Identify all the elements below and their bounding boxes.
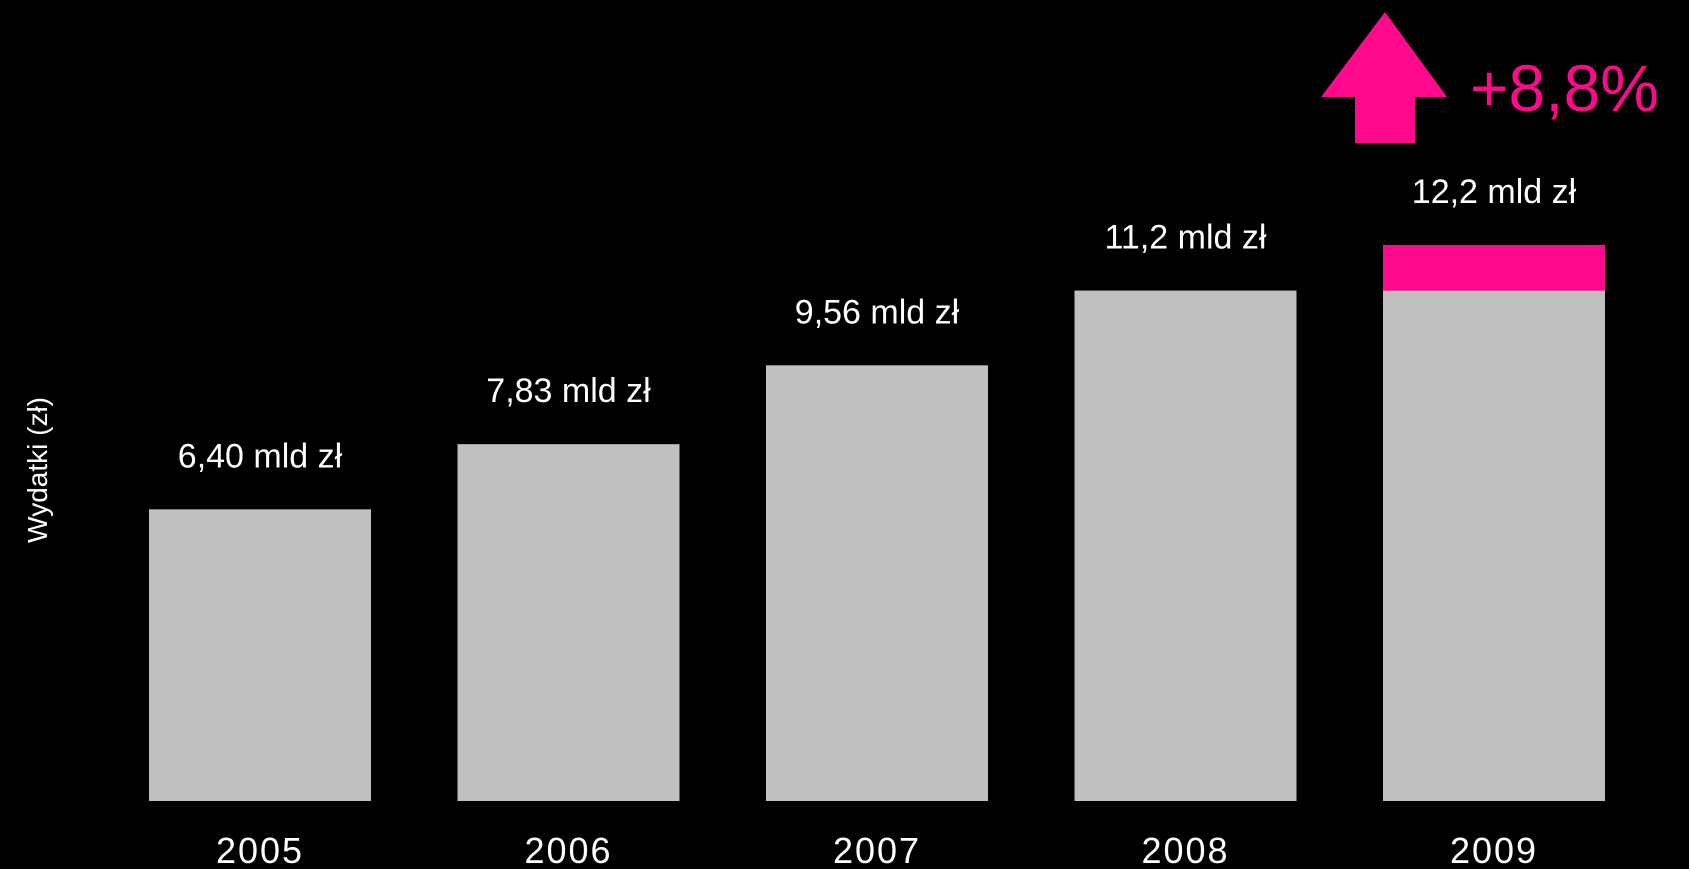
bar-2006 xyxy=(457,444,680,801)
bar-2009 xyxy=(1383,290,1605,801)
data-label-2005: 6,40 mld zł xyxy=(178,437,343,475)
data-label-2008: 11,2 mld zł xyxy=(1105,219,1267,257)
x-tick-label-2009: 2009 xyxy=(1450,830,1538,869)
data-label-2006: 7,83 mld zł xyxy=(486,372,651,410)
x-tick-label-2008: 2008 xyxy=(1141,830,1229,869)
data-label-2007: 9,56 mld zł xyxy=(795,293,960,331)
up-arrow-icon xyxy=(1321,12,1447,143)
y-axis-label: Wydatki (zł) xyxy=(22,397,53,543)
x-tick-labels-group: 2005 2006 2007 2008 2009 xyxy=(216,830,1538,869)
data-label-2009: 12,2 mld zł xyxy=(1412,173,1577,211)
bar-2008 xyxy=(1074,290,1297,801)
growth-percentage: +8,8% xyxy=(1470,51,1659,125)
x-tick-label-2005: 2005 xyxy=(216,830,304,869)
bar-2007 xyxy=(766,365,988,801)
bars-group xyxy=(149,245,1605,801)
x-tick-label-2006: 2006 xyxy=(524,830,612,869)
x-tick-label-2007: 2007 xyxy=(833,830,921,869)
bar-2005 xyxy=(149,509,371,801)
data-labels-group: 6,40 mld zł 7,83 mld zł 9,56 mld zł 11,2 ml… xyxy=(178,173,1577,475)
bar-increment-2009 xyxy=(1383,245,1605,291)
growth-indicator: +8,8% xyxy=(1321,12,1659,143)
